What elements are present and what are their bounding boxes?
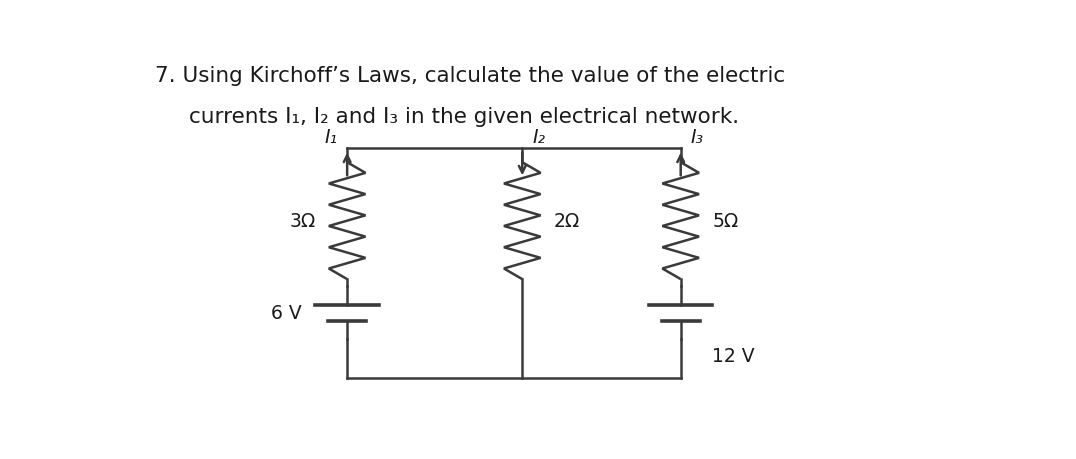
Text: I₂: I₂: [533, 128, 546, 147]
Text: I₃: I₃: [691, 128, 704, 147]
Text: I₁: I₁: [324, 128, 337, 147]
Text: 3Ω: 3Ω: [289, 212, 315, 231]
Text: 7. Using Kirchoff’s Laws, calculate the value of the electric: 7. Using Kirchoff’s Laws, calculate the …: [155, 66, 785, 86]
Text: 2Ω: 2Ω: [554, 212, 580, 231]
Text: 5Ω: 5Ω: [712, 212, 738, 231]
Text: 12 V: 12 V: [712, 346, 755, 365]
Text: currents I₁, I₂ and I₃ in the given electrical network.: currents I₁, I₂ and I₃ in the given elec…: [188, 106, 739, 126]
Text: 6 V: 6 V: [270, 303, 301, 323]
